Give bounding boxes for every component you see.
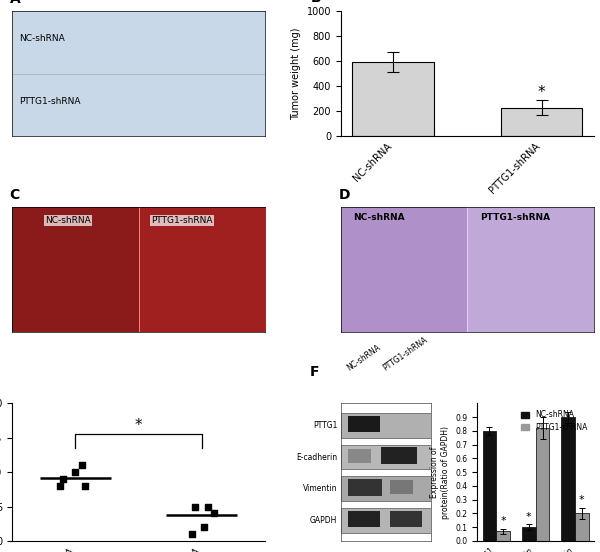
Text: Vimentin: Vimentin	[303, 484, 337, 493]
Bar	[575, 513, 589, 541]
Text: PTTG1-shRNA: PTTG1-shRNA	[382, 336, 430, 373]
Bar	[341, 476, 431, 501]
Bar	[352, 62, 434, 136]
Bar	[348, 511, 380, 527]
Point	[80, 481, 90, 490]
Text: *: *	[500, 516, 506, 526]
Bar	[382, 448, 417, 464]
Bar	[341, 445, 431, 469]
Bar	[391, 511, 422, 527]
Point	[209, 509, 219, 518]
Bar	[561, 417, 575, 541]
Bar	[139, 207, 265, 332]
Legend: NC-shRNA, PTTG1-shRNA: NC-shRNA, PTTG1-shRNA	[518, 407, 590, 435]
Point	[191, 502, 200, 511]
Bar	[522, 527, 536, 541]
Y-axis label: Expression of
protein(Ratio of GAPDH): Expression of protein(Ratio of GAPDH)	[430, 426, 450, 519]
Text: E-cadherin: E-cadherin	[296, 453, 337, 461]
Bar	[391, 480, 413, 494]
Bar	[341, 207, 467, 332]
Text: PTTG1-shRNA: PTTG1-shRNA	[151, 216, 212, 225]
Text: *: *	[538, 84, 545, 100]
Y-axis label: Tumor weight (mg): Tumor weight (mg)	[291, 28, 301, 120]
Text: C: C	[10, 188, 20, 202]
Text: PTTG1-shRNA: PTTG1-shRNA	[20, 97, 81, 105]
Text: PTTG1: PTTG1	[313, 421, 337, 430]
Text: A: A	[10, 0, 20, 6]
Text: D: D	[338, 188, 350, 202]
Bar	[496, 532, 510, 541]
Bar	[467, 207, 594, 332]
Bar	[536, 428, 550, 541]
Point	[203, 502, 213, 511]
Text: PTTG1-shRNA: PTTG1-shRNA	[480, 214, 550, 222]
Text: NC-shRNA: NC-shRNA	[345, 343, 382, 373]
Bar	[348, 479, 382, 496]
Text: F: F	[310, 365, 319, 379]
Text: B: B	[311, 0, 321, 5]
Bar	[348, 416, 380, 432]
Bar	[341, 413, 431, 438]
Point	[70, 468, 80, 476]
Point	[58, 475, 67, 484]
Bar	[12, 207, 139, 332]
Text: GAPDH: GAPDH	[310, 516, 337, 525]
Bar	[482, 431, 496, 541]
Text: NC-shRNA: NC-shRNA	[45, 216, 91, 225]
Text: *: *	[135, 418, 142, 433]
Text: *: *	[579, 495, 584, 505]
Point	[77, 461, 86, 470]
Point	[187, 530, 196, 539]
Bar	[348, 449, 371, 463]
Bar	[501, 108, 583, 136]
Point	[200, 523, 209, 532]
Text: NC-shRNA: NC-shRNA	[353, 214, 405, 222]
Text: *: *	[526, 512, 532, 522]
Bar	[341, 508, 431, 533]
Text: NC-shRNA: NC-shRNA	[20, 34, 65, 43]
Point	[55, 481, 65, 490]
